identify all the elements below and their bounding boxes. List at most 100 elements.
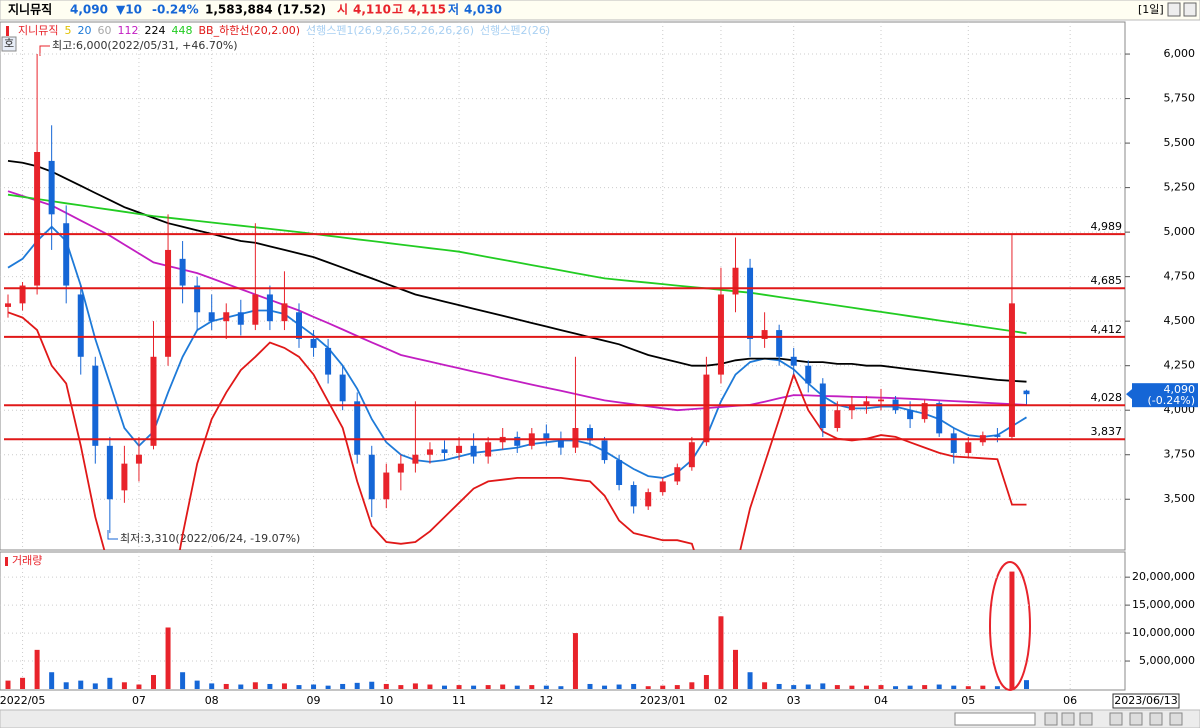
period[interactable]: [1일] <box>1138 2 1164 16</box>
volume-bar <box>572 633 578 689</box>
candle-body <box>616 460 623 486</box>
open-label: 시 <box>337 3 348 17</box>
volume-bar <box>689 682 695 689</box>
volume-bar <box>602 685 608 689</box>
zoom-out[interactable] <box>1044 712 1058 726</box>
volume-bar <box>78 680 84 689</box>
volume-bar <box>209 683 215 689</box>
y2-tick-label: 10,000,000 <box>1132 626 1195 639</box>
volume-bar <box>107 677 113 689</box>
volume-bar <box>674 685 680 689</box>
candle-body <box>994 435 1001 437</box>
volume-bar <box>776 683 782 689</box>
volume-bar <box>907 685 913 689</box>
ratio: (17.52) <box>277 3 326 17</box>
volume-plot <box>0 552 1125 690</box>
volume-bar <box>703 675 709 689</box>
x-tick-label: 04 <box>874 694 888 707</box>
volume-bar <box>311 684 317 689</box>
volume-bar <box>980 685 986 689</box>
tool-button[interactable] <box>1149 712 1163 726</box>
level-label: 4,989 <box>1091 220 1123 233</box>
volume-bar <box>558 686 564 689</box>
volume-bar <box>1009 571 1015 689</box>
volume-bar <box>442 685 447 689</box>
legend-entry: 448 <box>171 24 192 37</box>
reset[interactable] <box>1079 712 1093 726</box>
volume-bar <box>5 680 11 689</box>
volume-bar <box>645 686 651 689</box>
last-price-box <box>1132 383 1198 408</box>
volume-bar <box>165 627 171 689</box>
restore-button[interactable] <box>1167 2 1181 17</box>
cursor-date-box <box>1112 693 1180 709</box>
price: 4,090 <box>70 3 108 17</box>
candle-body <box>863 401 870 405</box>
legend-entry: 지니뮤직 <box>18 24 58 37</box>
y-tick-label: 6,000 <box>1164 47 1196 60</box>
candle-body <box>19 285 26 304</box>
high: 4,115 <box>408 3 446 17</box>
y-tick-label: 5,000 <box>1164 225 1196 238</box>
change: ▼10 <box>116 3 142 17</box>
candle-body <box>135 454 142 464</box>
tool-button[interactable] <box>1169 712 1183 726</box>
candle-body <box>165 249 172 357</box>
volume-bar <box>267 683 273 689</box>
annotation-arrow <box>39 45 50 56</box>
volume-bar <box>951 685 957 689</box>
candle-body <box>659 481 666 493</box>
candle-body <box>572 428 579 448</box>
volume-bar <box>718 616 724 689</box>
legend-entry: 112 <box>117 24 138 37</box>
candle-body <box>63 223 70 286</box>
legend-marker <box>6 26 9 36</box>
volume-bar <box>543 685 549 689</box>
candle-body <box>339 374 346 402</box>
highlight-ellipse <box>989 561 1031 691</box>
volume-bar <box>136 684 142 689</box>
candle-body <box>194 285 201 313</box>
scroll-slider[interactable] <box>954 712 1036 726</box>
candle-body <box>514 436 521 446</box>
candle-body <box>296 312 302 339</box>
candle-body <box>150 356 157 446</box>
candle-body <box>674 467 681 482</box>
x-tick-label: 07 <box>132 694 146 707</box>
candle-body <box>1023 390 1030 395</box>
level-label: 4,412 <box>1091 323 1123 336</box>
volume-bar <box>849 685 855 689</box>
price-panel <box>0 21 1126 551</box>
volume-bar <box>922 685 928 689</box>
annotation-arrow <box>107 530 118 540</box>
zoom-in[interactable] <box>1061 712 1075 726</box>
candle-body <box>805 365 812 384</box>
candle-body <box>426 449 433 455</box>
y-tick-label: 4,750 <box>1164 270 1196 283</box>
candle-body <box>368 454 375 500</box>
volume-bar <box>121 682 127 689</box>
candle-body <box>208 312 215 322</box>
candle-body <box>587 428 593 441</box>
x-tick-label: 10 <box>379 694 393 707</box>
y2-tick-label: 15,000,000 <box>1132 598 1195 611</box>
volume-bar <box>733 649 738 689</box>
volume-bar <box>49 672 55 689</box>
volume-bar <box>631 683 637 689</box>
volume-bar <box>354 682 360 689</box>
volume-bar <box>92 683 98 689</box>
indicator-line <box>7 193 1027 335</box>
close-button[interactable] <box>1183 2 1197 17</box>
volume-bar <box>252 682 258 689</box>
volume-bar <box>893 686 899 689</box>
tool-button[interactable] <box>1129 712 1143 726</box>
indicator-line <box>7 160 1027 383</box>
candle-body <box>223 312 230 322</box>
volume-bar <box>194 680 200 689</box>
candle-body <box>48 160 55 215</box>
volume-bar <box>747 672 753 689</box>
tool-button[interactable] <box>1109 712 1123 726</box>
volume-bar <box>485 685 491 689</box>
legend-entry: 20 <box>77 24 91 37</box>
